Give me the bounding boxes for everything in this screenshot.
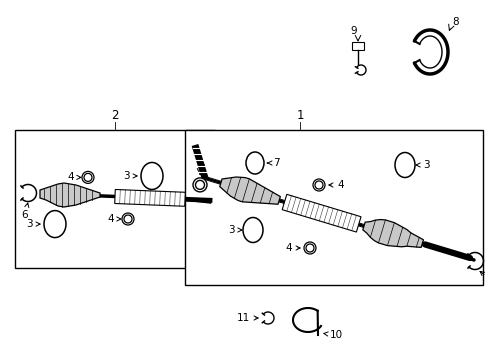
Circle shape: [313, 179, 325, 191]
Text: 4: 4: [107, 214, 121, 224]
Text: 8: 8: [452, 17, 459, 27]
Circle shape: [193, 178, 207, 192]
Bar: [352, 42, 364, 50]
Text: 2: 2: [111, 109, 119, 122]
Ellipse shape: [246, 152, 264, 174]
Text: 3: 3: [123, 171, 137, 181]
Text: 11: 11: [237, 313, 258, 323]
Ellipse shape: [141, 162, 163, 189]
Text: 3: 3: [416, 160, 430, 170]
Text: 10: 10: [324, 330, 343, 340]
Text: 5: 5: [197, 160, 204, 170]
Text: 6: 6: [480, 271, 490, 286]
Ellipse shape: [44, 211, 66, 238]
Polygon shape: [363, 220, 423, 247]
Circle shape: [124, 215, 132, 223]
Circle shape: [196, 180, 204, 189]
Text: 1: 1: [296, 109, 304, 122]
Text: 4: 4: [68, 172, 81, 183]
Bar: [185, 130, 483, 285]
Polygon shape: [40, 183, 100, 207]
Text: 3: 3: [228, 225, 242, 235]
Circle shape: [304, 242, 316, 254]
Text: 6: 6: [22, 203, 29, 220]
Ellipse shape: [395, 153, 415, 177]
Text: 3: 3: [26, 219, 40, 229]
Bar: [15, 130, 215, 268]
Ellipse shape: [243, 217, 263, 243]
Circle shape: [82, 171, 94, 183]
Text: 4: 4: [329, 180, 343, 190]
Text: 7: 7: [268, 158, 280, 168]
Circle shape: [315, 181, 323, 189]
Polygon shape: [220, 177, 280, 204]
Circle shape: [84, 174, 92, 181]
Circle shape: [122, 213, 134, 225]
Text: 4: 4: [285, 243, 300, 253]
Polygon shape: [115, 189, 185, 206]
Circle shape: [306, 244, 314, 252]
Text: 9: 9: [351, 26, 357, 36]
Polygon shape: [282, 194, 361, 232]
